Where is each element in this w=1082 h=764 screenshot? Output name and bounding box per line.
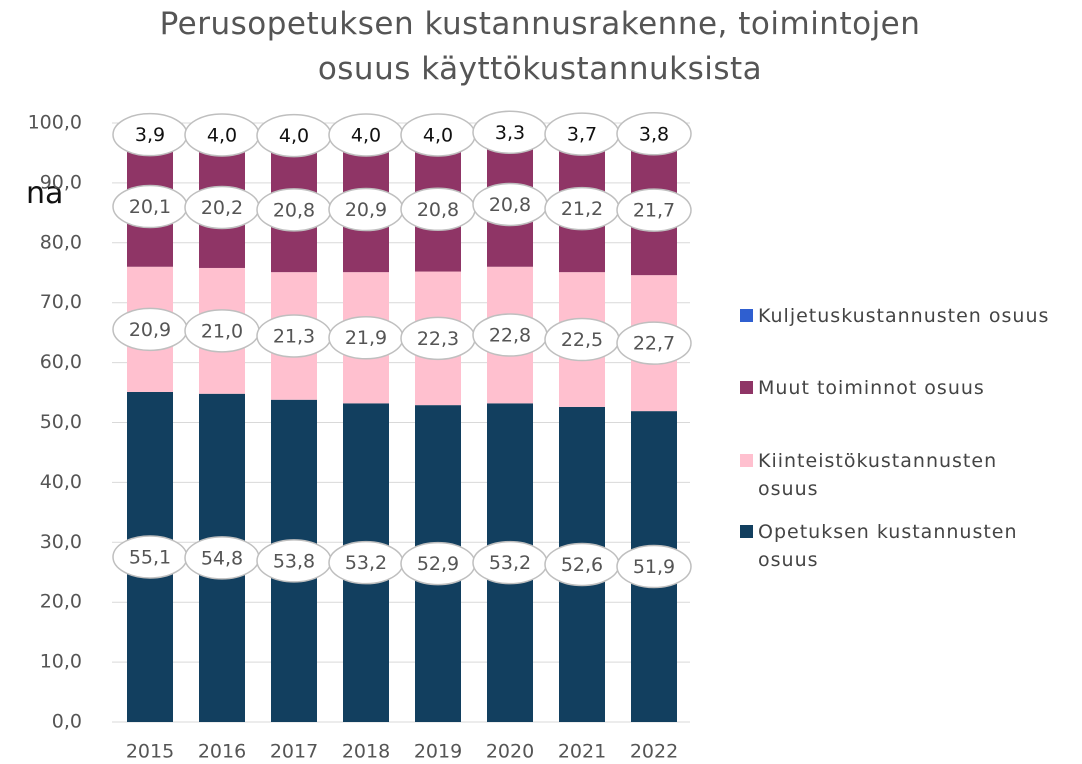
- x-tick-label: 2016: [198, 741, 246, 763]
- data-label-bubble: [616, 188, 692, 232]
- x-tick-label: 2018: [342, 741, 390, 763]
- data-label: 4,0: [279, 125, 309, 147]
- y-tick-label: 40,0: [40, 471, 82, 493]
- y-tick-label: 60,0: [40, 351, 82, 373]
- data-label: 53,2: [345, 552, 387, 574]
- data-label: 20,9: [345, 199, 387, 221]
- y-tick-label: 90,0: [40, 171, 82, 193]
- legend-swatch: [740, 454, 753, 467]
- data-label: 20,8: [273, 199, 315, 221]
- legend-label: Kiinteistökustannusten osuus: [758, 450, 998, 500]
- data-label: 21,0: [201, 320, 243, 342]
- data-label: 52,9: [417, 553, 459, 575]
- annotation: na: [26, 176, 64, 211]
- data-label: 52,6: [561, 554, 603, 576]
- data-label: 54,8: [201, 547, 243, 569]
- data-label: 53,2: [489, 552, 531, 574]
- data-label: 21,7: [633, 200, 675, 222]
- data-label: 3,8: [639, 123, 669, 145]
- data-label: 21,2: [561, 198, 603, 220]
- y-tick-label: 10,0: [40, 651, 82, 673]
- data-label-bubble: [616, 112, 692, 156]
- x-tick-label: 2021: [558, 741, 606, 763]
- data-label: 4,0: [207, 124, 237, 146]
- data-label: 20,2: [201, 197, 243, 219]
- x-tick-label: 2019: [414, 741, 462, 763]
- data-label: 22,5: [561, 329, 603, 351]
- data-label: 20,8: [417, 199, 459, 221]
- data-label: 53,8: [273, 550, 315, 572]
- x-tick-label: 2017: [270, 741, 318, 763]
- y-tick-label: 0,0: [52, 711, 82, 733]
- y-tick-label: 100,0: [28, 112, 82, 134]
- y-tick-label: 50,0: [40, 411, 82, 433]
- legend-swatch: [740, 525, 753, 538]
- legend-item: Kiinteistökustannusten osuus: [740, 447, 1070, 503]
- y-tick-label: 30,0: [40, 531, 82, 553]
- legend-item: Muut toiminnot osuus: [740, 374, 1070, 402]
- legend-item: Opetuksen kustannusten osuus: [740, 518, 1070, 574]
- legend-label: Muut toiminnot osuus: [758, 377, 985, 399]
- y-tick-label: 20,0: [40, 591, 82, 613]
- data-label: 3,9: [135, 124, 165, 146]
- data-label: 20,1: [129, 196, 171, 218]
- legend-item: Kuljetuskustannusten osuus: [740, 302, 1070, 330]
- legend-label: Opetuksen kustannusten osuus: [758, 521, 1018, 571]
- chart-title: Perusopetuksen kustannusrakenne, toimint…: [159, 6, 921, 87]
- y-tick-label: 80,0: [40, 231, 82, 253]
- y-tick-label: 70,0: [40, 291, 82, 313]
- data-label: 22,7: [633, 333, 675, 355]
- data-label-bubble: [616, 544, 692, 589]
- data-label: 3,3: [495, 122, 525, 144]
- data-label: 22,8: [489, 325, 531, 347]
- data-label: 20,9: [129, 319, 171, 341]
- data-label: 20,8: [489, 194, 531, 216]
- data-label-bubble: [616, 321, 692, 365]
- data-label: 4,0: [423, 124, 453, 146]
- x-tick-label: 2022: [630, 741, 678, 763]
- data-label: 22,3: [417, 328, 459, 350]
- data-label: 4,0: [351, 124, 381, 146]
- x-tick-label: 2020: [486, 741, 534, 763]
- data-label: 21,3: [273, 325, 315, 347]
- legend-label: Kuljetuskustannusten osuus: [758, 305, 1050, 327]
- data-label: 55,1: [129, 546, 171, 568]
- legend-swatch: [740, 309, 753, 322]
- x-tick-label: 2015: [126, 741, 174, 763]
- data-label: 21,9: [345, 327, 387, 349]
- legend-swatch: [740, 381, 753, 394]
- data-label: 3,7: [567, 124, 597, 146]
- data-label: 51,9: [633, 556, 675, 578]
